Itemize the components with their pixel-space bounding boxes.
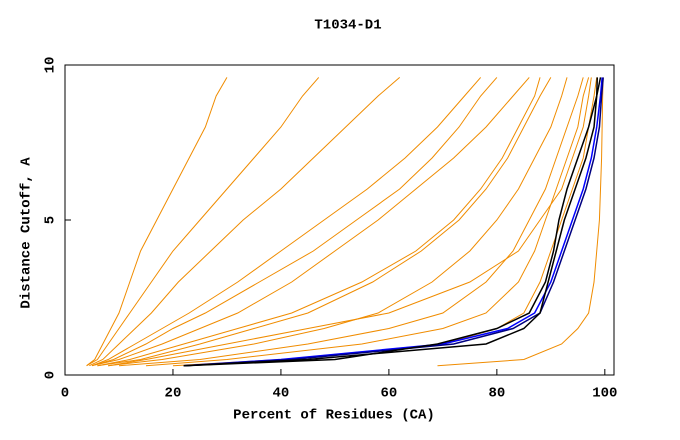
x-tick-label: 100 <box>592 386 617 402</box>
series-line <box>89 77 401 367</box>
y-tick-label: 10 <box>43 57 59 74</box>
x-tick-label: 60 <box>380 386 397 402</box>
chart-title: T1034-D1 <box>314 18 381 34</box>
series-line <box>183 77 603 367</box>
series-line <box>437 77 604 367</box>
series-line <box>86 77 228 367</box>
series-line <box>108 77 568 367</box>
series-line <box>108 77 592 367</box>
y-tick-label: 5 <box>43 216 59 224</box>
series-line <box>172 77 598 367</box>
x-tick-label: 0 <box>61 386 69 402</box>
x-tick-label: 40 <box>273 386 290 402</box>
x-tick-label: 80 <box>488 386 505 402</box>
series-line <box>91 77 482 367</box>
series-line <box>118 77 584 367</box>
series-line <box>183 77 604 367</box>
series-line <box>97 77 541 367</box>
series-line <box>145 77 590 367</box>
series-line <box>97 77 552 367</box>
y-axis-label: Distance Cutoff, A <box>19 157 35 309</box>
x-axis-label: Percent of Residues (CA) <box>233 408 435 424</box>
y-tick-label: 0 <box>43 371 59 379</box>
series-line <box>183 77 602 367</box>
x-tick-label: 20 <box>165 386 182 402</box>
series-line <box>91 77 530 367</box>
series-line <box>86 77 320 367</box>
series-line <box>183 77 599 367</box>
series-line <box>91 77 498 367</box>
